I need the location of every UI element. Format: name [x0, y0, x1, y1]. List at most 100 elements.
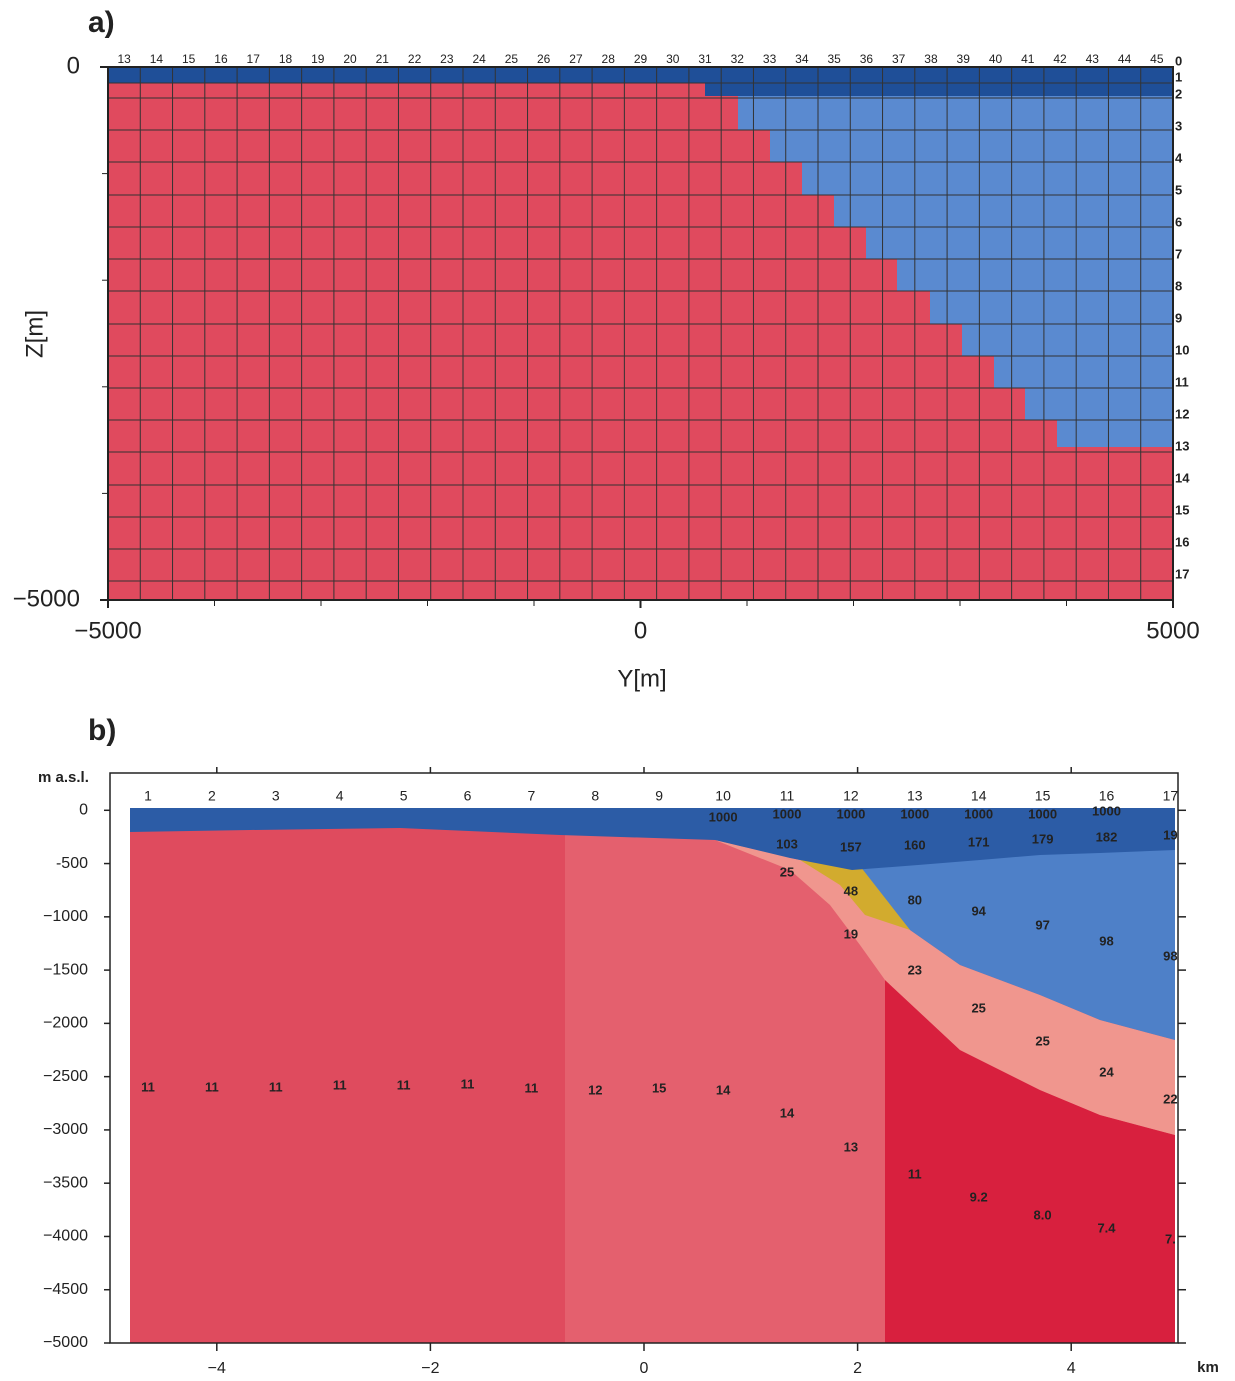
row-label: 12 — [1175, 406, 1189, 421]
y-tick-label: −4500 — [43, 1281, 88, 1298]
station-label: 12 — [843, 788, 859, 804]
yellow-wedge — [800, 860, 910, 930]
resistivity-label: 22 — [1163, 1091, 1177, 1106]
resistivity-label: 19 — [844, 926, 858, 941]
y-tick-label: -500 — [56, 855, 88, 872]
station-label: 2 — [208, 788, 216, 804]
resistivity-label: 25 — [971, 1000, 985, 1015]
resistivity-label: 9.2 — [970, 1189, 988, 1204]
x-tick-label: 4 — [1067, 1360, 1076, 1377]
column-label: 35 — [827, 52, 841, 66]
station-label: 16 — [1099, 788, 1115, 804]
resistivity-label: 12 — [588, 1082, 602, 1097]
column-label: 34 — [795, 52, 809, 66]
row-label: 8 — [1175, 278, 1182, 293]
column-label: 43 — [1086, 52, 1100, 66]
resistivity-label: 94 — [971, 903, 986, 918]
resistivity-label: 171 — [968, 834, 990, 849]
station-label: 6 — [464, 788, 472, 804]
resistivity-label: 14 — [780, 1105, 795, 1120]
y-tick-label: −5000 — [43, 1334, 88, 1351]
resistivity-label: 48 — [844, 883, 858, 898]
x-tick-label: 0 — [640, 1360, 649, 1377]
row-label: 3 — [1175, 118, 1182, 133]
resistivity-label: 80 — [908, 892, 922, 907]
column-label: 42 — [1053, 52, 1067, 66]
resistivity-label: 7. — [1165, 1231, 1176, 1246]
column-label: 29 — [634, 52, 648, 66]
station-label: 4 — [336, 788, 344, 804]
resistivity-label: 98 — [1099, 933, 1113, 948]
column-label: 30 — [666, 52, 680, 66]
column-label: 38 — [924, 52, 938, 66]
column-label: 18 — [279, 52, 293, 66]
y-tick-label: −3000 — [43, 1121, 88, 1138]
deep-conductor — [885, 980, 1175, 1343]
y-tick-label: −5000 — [13, 585, 80, 612]
resistivity-label: 24 — [1099, 1064, 1114, 1079]
x-tick-label: 0 — [634, 617, 647, 644]
column-label: 36 — [860, 52, 874, 66]
column-label: 21 — [376, 52, 390, 66]
resistivity-label: 13 — [844, 1139, 858, 1154]
row-label: 13 — [1175, 438, 1189, 453]
x-axis-label: km — [1197, 1359, 1219, 1376]
x-axis-label: Y[m] — [617, 665, 666, 692]
row-label: 5 — [1175, 182, 1182, 197]
panel-label: a) — [88, 6, 115, 39]
column-label: 19 — [311, 52, 325, 66]
y-tick-label: −2500 — [43, 1068, 88, 1085]
x-tick-label: 5000 — [1146, 617, 1199, 644]
column-label: 41 — [1021, 52, 1035, 66]
resistivity-label: 97 — [1035, 917, 1049, 932]
resistivity-label: 11 — [269, 1079, 283, 1094]
sediment-region — [740, 845, 1175, 1040]
y-tick-label: 0 — [79, 802, 88, 819]
y-tick-label: −4000 — [43, 1228, 88, 1245]
y-tick-label: −1500 — [43, 961, 88, 978]
station-label: 5 — [400, 788, 408, 804]
column-label: 20 — [343, 52, 357, 66]
column-label: 16 — [214, 52, 228, 66]
resistivity-label: 11 — [205, 1079, 219, 1094]
station-label: 15 — [1035, 788, 1051, 804]
resistivity-label: 23 — [908, 962, 922, 977]
column-label: 13 — [117, 52, 131, 66]
resistivity-label: 179 — [1032, 831, 1054, 846]
station-label: 8 — [591, 788, 599, 804]
resistivity-label: 1000 — [836, 806, 865, 821]
row-label: 7 — [1175, 246, 1182, 261]
station-label: 9 — [655, 788, 663, 804]
column-label: 33 — [763, 52, 777, 66]
resistivity-label: 1000 — [900, 806, 929, 821]
resistivity-label: 11 — [908, 1166, 922, 1181]
y-tick-label: −2000 — [43, 1015, 88, 1032]
column-label: 25 — [505, 52, 519, 66]
station-label: 14 — [971, 788, 987, 804]
resistivity-label: 19 — [1163, 827, 1177, 842]
resistivity-label: 15 — [652, 1080, 666, 1095]
column-label: 15 — [182, 52, 196, 66]
column-label: 44 — [1118, 52, 1132, 66]
resistivity-label: 7.4 — [1097, 1220, 1116, 1235]
resistivity-label: 160 — [904, 837, 926, 852]
y-axis-label: m a.s.l. — [38, 769, 89, 786]
column-label: 45 — [1150, 52, 1164, 66]
column-label: 37 — [892, 52, 906, 66]
station-label: 10 — [715, 788, 731, 804]
panel-label: b) — [88, 714, 116, 747]
station-label: 17 — [1163, 788, 1179, 804]
column-label: 28 — [602, 52, 616, 66]
resistivity-label: 11 — [141, 1079, 155, 1094]
station-label: 13 — [907, 788, 923, 804]
resistivity-label: 11 — [461, 1076, 475, 1091]
y-axis-label: Z[m] — [21, 310, 48, 358]
resistivity-label: 25 — [780, 864, 794, 879]
resistivity-label: 157 — [840, 839, 862, 854]
x-tick-label: −4 — [208, 1360, 226, 1377]
row-label: 0 — [1175, 53, 1182, 68]
sediment-region — [738, 96, 1173, 447]
y-tick-label: −1000 — [43, 908, 88, 925]
